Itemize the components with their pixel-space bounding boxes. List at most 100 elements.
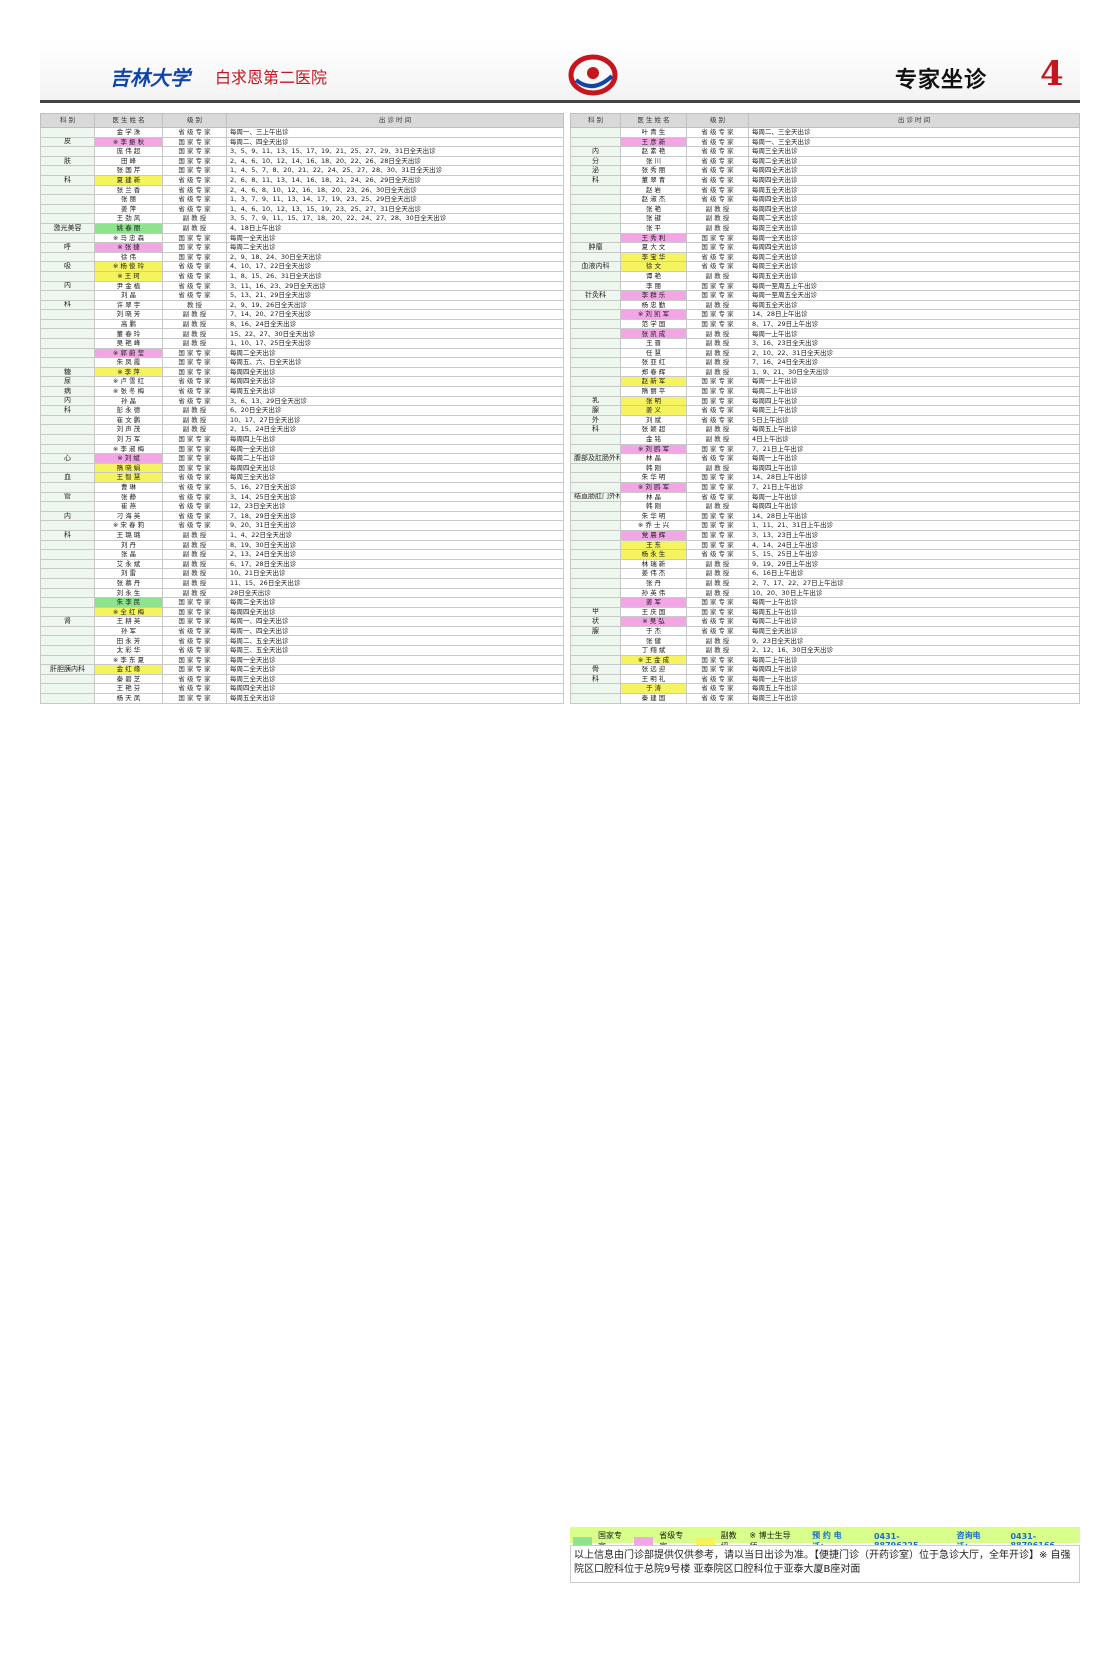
doctor-cell: 刘 晶 <box>94 290 163 301</box>
table-row: 范 学 国国 家 专 家 8、17、29日上午出诊 <box>570 318 1080 330</box>
doctor-cell: 董 翠 青 <box>620 174 687 186</box>
doctor-cell: 隋 丽 平 <box>620 386 687 397</box>
level-cell: 副 教 授 <box>686 587 749 599</box>
dept-cell <box>570 683 621 695</box>
table-row: 王 晋副 教 授 3、16、23日全天出诊 <box>570 338 1080 349</box>
doctor-cell: 张 颖 超 <box>620 424 687 435</box>
table-row: 张 凯 成副 教 授每周一上午出诊 <box>570 328 1080 340</box>
time-cell: 每周三全天出诊 <box>748 146 1080 157</box>
table-row: 韩 刚副 教 授每周四上午出诊 <box>570 462 1080 474</box>
level-cell: 副 教 授 <box>162 338 227 349</box>
time-cell: 每周四全天出诊 <box>226 462 564 474</box>
time-cell: 每周二全天出诊 <box>226 242 564 253</box>
level-cell: 副 教 授 <box>686 328 749 340</box>
table-row: 董 春 玲副 教 授 15、22、27、30日全天出诊 <box>40 328 564 340</box>
time-cell: 每周四上午出诊 <box>748 395 1080 407</box>
level-cell: 国 家 专 家 <box>162 434 227 445</box>
dept-cell <box>40 290 95 301</box>
time-cell: 每周五全天出诊 <box>748 299 1080 311</box>
table-row: 孙 军省 级 专 家每周一、四全天出诊 <box>40 625 564 637</box>
doctor-cell: 张 晶 <box>94 549 163 560</box>
dept-cell: 肿瘤 <box>570 242 621 253</box>
dept-cell <box>570 194 621 205</box>
dept-cell: 科 <box>570 174 621 186</box>
doctor-cell: 李 丽 <box>620 280 687 292</box>
level-cell: 省 级 专 家 <box>162 673 227 685</box>
doctor-cell: 王 东 <box>620 539 687 551</box>
time-cell: 每周三、五全天出诊 <box>226 645 564 656</box>
table-row: 朱 凤 霞国 家 专 家每周五、六、日全天出诊 <box>40 357 564 368</box>
time-cell: 每周一、三全天出诊 <box>748 136 1080 148</box>
level-cell: 国 家 专 家 <box>686 529 749 541</box>
table-row: 姜 伟 杰副 教 授 6、16日上午出诊 <box>570 568 1080 579</box>
doctor-cell: 秦 碧 芝 <box>94 673 163 685</box>
table-row: ※ 乔 士 兴国 家 专 家 1、11、21、31日上午出诊 <box>570 520 1080 531</box>
table-row: 赵 新 军国 家 专 家每周一上午出诊 <box>570 376 1080 388</box>
level-cell: 省 级 专 家 <box>686 251 749 263</box>
time-cell: 2、4、6、10、12、14、16、18、20、22、26、28日全天出诊 <box>226 155 564 167</box>
time-cell: 每周四全天出诊 <box>748 203 1080 215</box>
level-cell: 副 教 授 <box>686 434 749 445</box>
table-row: 内尹 金 植省 级 专 家 3、11、16、23、29日全天出诊 <box>40 280 564 292</box>
time-cell: 每周五全天出诊 <box>226 386 564 397</box>
dept-cell: 腺 <box>570 625 621 637</box>
doctor-cell: 叶 青 生 <box>620 127 687 138</box>
dept-cell: 科 <box>40 299 95 311</box>
time-cell: 6、16日上午出诊 <box>748 568 1080 579</box>
table-row: 张 国 芹国 家 专 家 1、4、5、7、8、20、21、22、24、25、27、… <box>40 165 564 176</box>
dept-cell: 甲 <box>570 606 621 618</box>
table-row: 王 彦 新省 级 专 家每周一、三全天出诊 <box>570 136 1080 148</box>
level-cell: 省 级 专 家 <box>686 165 749 176</box>
dept-cell <box>570 539 621 551</box>
table-row: 王 秀 利国 家 专 家每周一全天出诊 <box>570 232 1080 244</box>
dept-cell <box>570 184 621 196</box>
dept-cell <box>570 529 621 541</box>
time-cell: 1、4、22日全天出诊 <box>226 529 564 541</box>
doctor-cell: 董 春 玲 <box>94 328 163 340</box>
level-cell: 国 家 专 家 <box>162 232 227 244</box>
doctor-cell: 李 宝 华 <box>620 251 687 263</box>
doctor-cell: 刘 永 生 <box>94 587 163 599</box>
doctor-cell: ※ 李 萍 <box>94 366 163 378</box>
dept-cell <box>40 577 95 589</box>
time-cell: 14、28日上午出诊 <box>748 510 1080 522</box>
doctor-cell: 姜 萍 <box>94 203 163 215</box>
time-cell: 6、17、28日全天出诊 <box>226 558 564 570</box>
time-cell: 28日全天出诊 <box>226 587 564 599</box>
dept-cell <box>40 501 95 512</box>
time-cell: 每周一、三上午出诊 <box>226 127 564 138</box>
level-cell: 国 家 专 家 <box>162 606 227 618</box>
table-row: 科许 翠 宇教 授 2、9、19、26日全天出诊 <box>40 299 564 311</box>
level-cell: 副 教 授 <box>686 462 749 474</box>
doctor-cell: ※ 杨 俊 玲 <box>94 261 163 272</box>
level-cell: 省 级 专 家 <box>686 146 749 157</box>
time-cell: 3、16、23日全天出诊 <box>748 338 1080 349</box>
doctor-cell: 崔 燕 <box>94 501 163 512</box>
doctor-cell: 赵 新 军 <box>620 376 687 388</box>
level-cell: 副 教 授 <box>162 549 227 560</box>
doctor-cell: 张 川 <box>620 155 687 167</box>
dept-cell: 心 <box>40 453 95 464</box>
dept-cell <box>40 625 95 637</box>
header-doctor: 医 生 姓 名 <box>94 113 163 128</box>
time-cell: 每周一、四全天出诊 <box>226 616 564 627</box>
doctor-cell: 张 丽 <box>94 194 163 205</box>
level-cell: 省 级 专 家 <box>162 127 227 138</box>
doctor-cell: 张 慕 丹 <box>94 577 163 589</box>
level-cell: 国 家 专 家 <box>686 472 749 483</box>
dept-cell <box>40 357 95 368</box>
dept-cell <box>40 462 95 474</box>
doctor-cell: 丁 翔 斌 <box>620 645 687 656</box>
table-row: 肾王 耕 英国 家 专 家每周一、四全天出诊 <box>40 616 564 627</box>
dept-cell <box>570 357 621 368</box>
dept-cell: 科 <box>570 673 621 685</box>
dept-cell: 激光美容 <box>40 222 95 234</box>
table-row: 崔 文 鹏副 教 授 10、17、27日全天出诊 <box>40 414 564 426</box>
dept-cell <box>570 597 621 608</box>
time-cell: 2、13、24日全天出诊 <box>226 549 564 560</box>
table-row: 科王 璐 璐副 教 授 1、4、22日全天出诊 <box>40 529 564 541</box>
time-cell: 每周二全天出诊 <box>226 597 564 608</box>
table-row: 韩 刚副 教 授每周四上午出诊 <box>570 501 1080 512</box>
table-row: 叶 青 生省 级 专 家每周二、三全天出诊 <box>570 127 1080 138</box>
doctor-cell: ※ 乔 士 兴 <box>620 520 687 531</box>
